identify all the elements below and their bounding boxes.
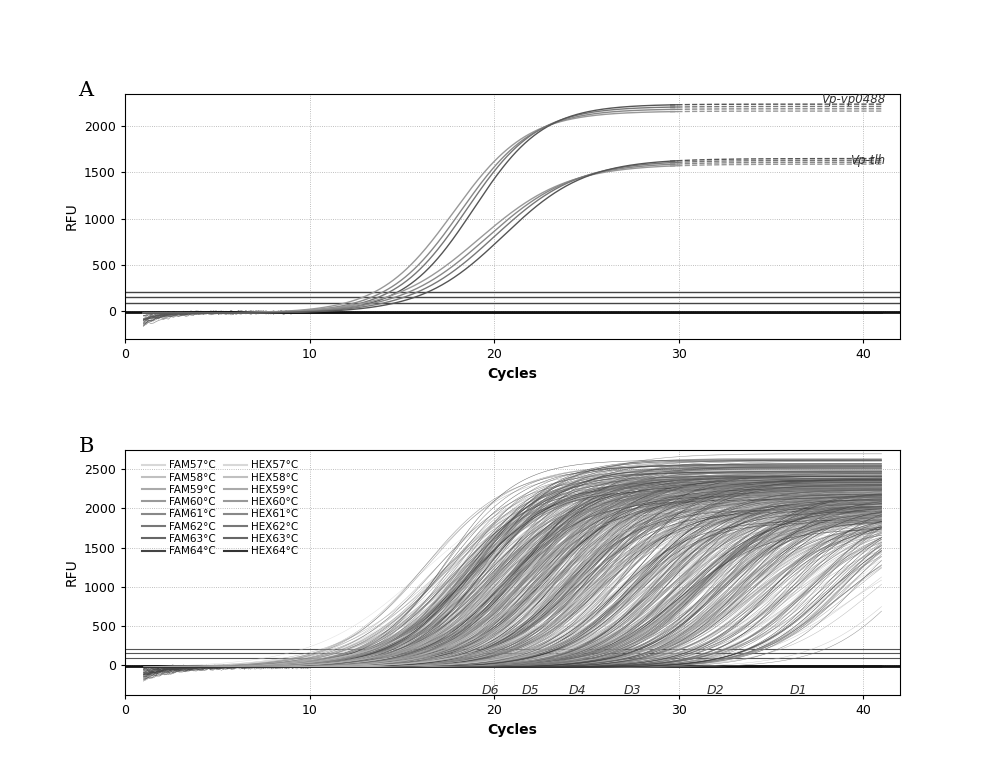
Text: D1: D1 [790, 684, 807, 697]
Text: D6: D6 [482, 684, 499, 697]
Text: D5: D5 [522, 684, 540, 697]
Text: D4: D4 [568, 684, 586, 697]
X-axis label: Cycles: Cycles [488, 722, 537, 736]
Legend: FAM57°C, FAM58°C, FAM59°C, FAM60°C, FAM61°C, FAM62°C, FAM63°C, FAM64°C, HEX57°C,: FAM57°C, FAM58°C, FAM59°C, FAM60°C, FAM6… [138, 456, 303, 561]
Text: D2: D2 [707, 684, 724, 697]
X-axis label: Cycles: Cycles [488, 367, 537, 381]
Text: A: A [78, 81, 94, 101]
Text: B: B [78, 437, 94, 456]
Text: Vp-vp0488: Vp-vp0488 [821, 93, 885, 105]
Text: Vp-tlh: Vp-tlh [850, 154, 885, 167]
Text: D3: D3 [624, 684, 641, 697]
Y-axis label: RFU: RFU [65, 558, 79, 587]
Y-axis label: RFU: RFU [65, 202, 79, 230]
